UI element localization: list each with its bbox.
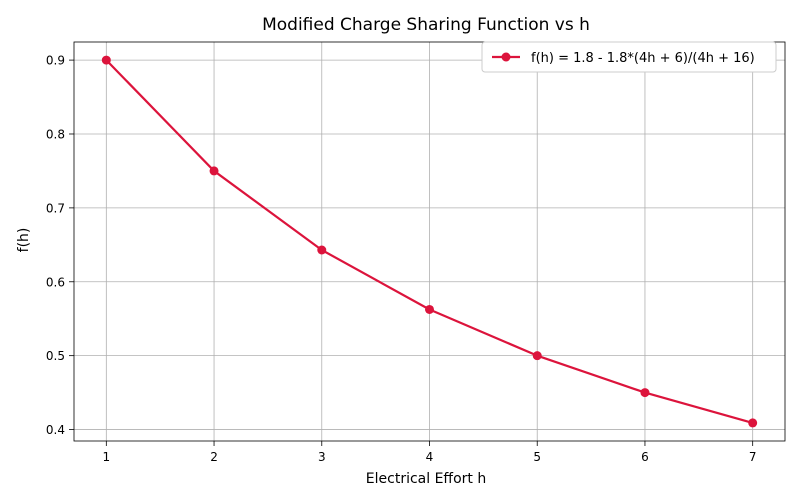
x-tick-label: 4 [426, 450, 434, 464]
y-axis-label: f(h) [16, 228, 32, 253]
data-point [640, 388, 650, 398]
y-tick-label: 0.7 [46, 201, 65, 215]
chart-title: Modified Charge Sharing Function vs h [262, 15, 590, 35]
y-tick-label: 0.5 [46, 349, 65, 363]
y-tick-label: 0.4 [46, 423, 65, 437]
data-point [209, 166, 219, 176]
y-tick-label: 0.6 [46, 275, 65, 289]
series-layer [101, 55, 758, 428]
y-tick-label: 0.8 [46, 127, 65, 141]
grid [74, 42, 785, 441]
x-tick-label: 3 [318, 450, 326, 464]
y-tick-label: 0.9 [46, 54, 65, 68]
x-axis-label: Electrical Effort h [366, 471, 486, 487]
x-tick-label: 7 [749, 450, 757, 464]
axis-ticks: 1 2 3 4 5 6 7 0.4 0.5 0.6 0.7 0.8 0.9 [46, 54, 757, 464]
legend-label: f(h) = 1.8 - 1.8*(4h + 6)/(4h + 16) [531, 51, 755, 66]
data-point [317, 245, 327, 255]
x-tick-label: 1 [102, 450, 110, 464]
legend-frame [481, 41, 777, 73]
x-tick-label: 2 [210, 450, 218, 464]
x-tick-label: 6 [641, 450, 649, 464]
data-point [425, 304, 434, 314]
data-point [101, 55, 111, 65]
legend-marker-swatch [501, 52, 511, 62]
data-point [532, 351, 542, 361]
legend: f(h) = 1.8 - 1.8*(4h + 6)/(4h + 16) [481, 41, 777, 73]
x-tick-label: 5 [533, 450, 541, 464]
data-point [748, 418, 758, 428]
